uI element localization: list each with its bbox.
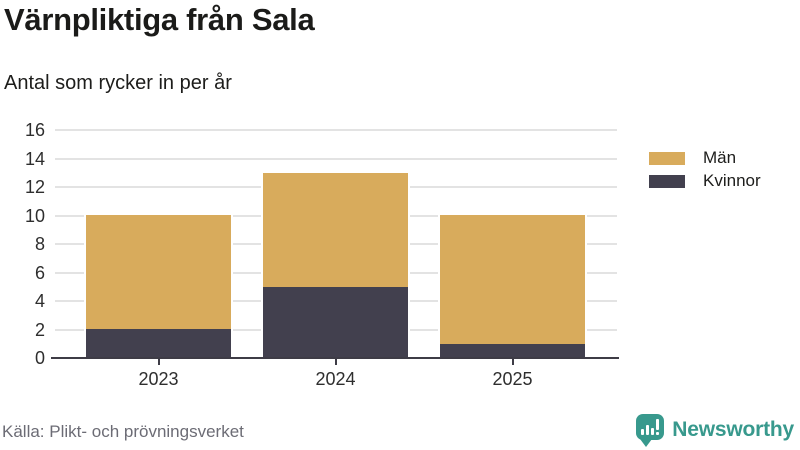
source-caption: Källa: Plikt- och prövningsverket	[2, 422, 244, 441]
newsworthy-wordmark: Newsworthy	[672, 418, 794, 441]
x-axis-tick-label-2025: 2025	[492, 369, 533, 389]
chart-legend: Män Kvinnor	[649, 149, 761, 195]
logo-bar-0	[641, 429, 645, 435]
y-axis-tick-label: 4	[34, 291, 45, 311]
x-axis-tick-label-2024: 2024	[315, 369, 356, 389]
logo-bar-1	[646, 425, 650, 435]
bar-group-2024	[261, 173, 410, 358]
newsworthy-logo: Newsworthy	[636, 414, 794, 447]
y-axis-tick-label: 16	[24, 120, 45, 140]
bar-segment-män-2024	[263, 173, 408, 287]
bar-segment-kvinnor-2023	[86, 329, 231, 358]
x-axis-line	[51, 357, 619, 359]
x-axis-tick-2025	[511, 359, 514, 365]
legend-item-män: Män	[649, 149, 761, 167]
y-axis-tick-label: 14	[24, 148, 45, 169]
chart-subtitle: Antal som rycker in per år	[4, 72, 232, 94]
logo-bar-2	[651, 428, 655, 435]
y-axis-tick-label: 10	[24, 205, 45, 226]
speech-bubble-tail	[640, 439, 653, 447]
bar-segment-kvinnor-2025	[440, 344, 585, 358]
legend-item-kvinnor: Kvinnor	[649, 172, 761, 190]
plot-area: 2023 2024 2025	[51, 129, 619, 389]
y-axis-tick-label: 8	[34, 234, 45, 254]
y-axis-tick-label: 2	[34, 319, 45, 340]
x-axis-tick-2023	[157, 359, 160, 365]
x-axis-tick-2024	[334, 359, 337, 365]
logo-exclamation-dot	[656, 432, 660, 435]
y-axis-tick-label: 12	[24, 177, 45, 197]
y-axis-tick-label: 6	[34, 262, 45, 283]
bar-chart: 2023 2024 2025 0 2 4 6 8 10 12 14 16	[0, 115, 800, 405]
gridline-y-16	[55, 129, 617, 131]
legend-swatch-kvinnor	[649, 174, 685, 188]
logo-exclamation-stem	[656, 419, 660, 430]
bar-segment-män-2023	[86, 215, 231, 329]
bar-segment-kvinnor-2024	[263, 287, 408, 358]
legend-swatch-män	[649, 151, 685, 165]
gridline-y-14	[55, 157, 617, 160]
bar-group-2025	[438, 215, 587, 358]
newsworthy-bubble-chart-icon	[636, 414, 665, 447]
bar-segment-män-2025	[440, 215, 585, 344]
y-axis-tick-label: 0	[34, 348, 45, 368]
legend-label: Män	[703, 148, 737, 167]
page-title: Värnpliktiga från Sala	[4, 2, 315, 37]
speech-bubble-shape	[636, 414, 665, 440]
bar-group-2023	[84, 215, 233, 358]
legend-label: Kvinnor	[703, 171, 761, 190]
x-axis-tick-label-2023: 2023	[138, 369, 179, 389]
